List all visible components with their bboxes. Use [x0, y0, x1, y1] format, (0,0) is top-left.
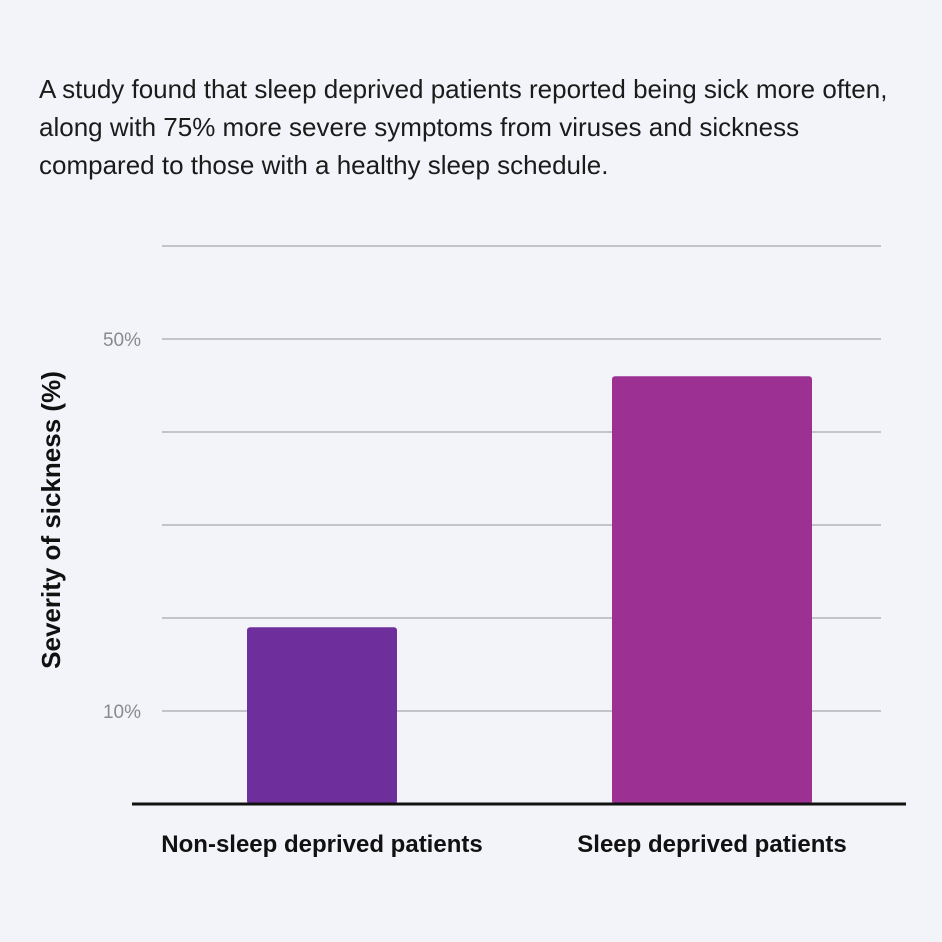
y-axis-label: Severity of sickness (%)	[36, 371, 66, 669]
y-tick-labels: 50% 10%	[103, 330, 141, 723]
bars	[247, 376, 812, 804]
intro-text: A study found that sleep deprived patien…	[39, 74, 888, 180]
y-tick-label: 50%	[103, 330, 141, 351]
y-tick-label: 10%	[103, 702, 141, 723]
bar	[247, 627, 397, 804]
x-category-label: Non-sleep deprived patients	[161, 831, 482, 858]
bar	[612, 376, 812, 804]
x-category-labels: Non-sleep deprived patients Sleep deprive…	[161, 831, 846, 858]
x-category-label: Sleep deprived patients	[577, 831, 846, 858]
